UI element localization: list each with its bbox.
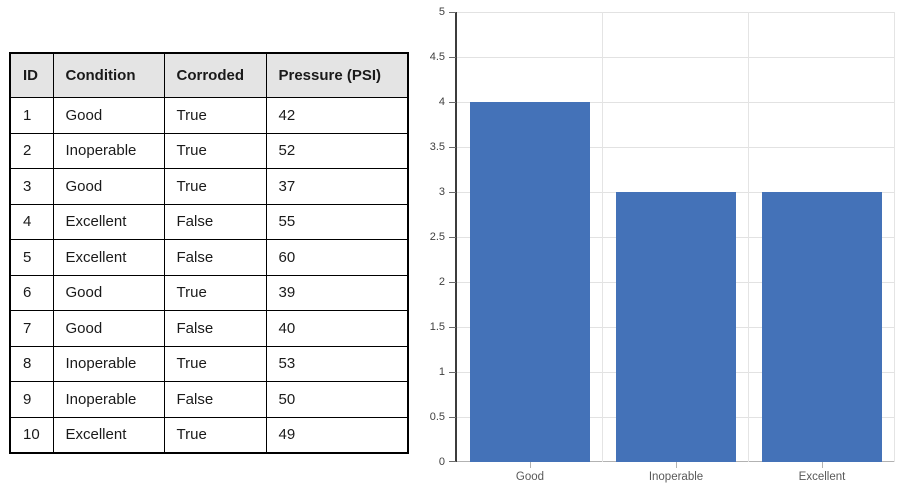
- cell-pressure: 49: [265, 416, 409, 454]
- cell-pressure: 50: [265, 381, 409, 418]
- x-axis-tick: [822, 462, 823, 468]
- y-gridline: [457, 102, 895, 103]
- cell-corroded: True: [163, 416, 267, 454]
- y-axis-tick: [449, 147, 456, 148]
- x-tick-label: Inoperable: [648, 471, 704, 483]
- y-axis-tick: [449, 237, 456, 238]
- cell-pressure: 37: [265, 168, 409, 205]
- table-row: 8 Inoperable True 53: [9, 345, 409, 382]
- y-axis-tick: [449, 282, 456, 283]
- y-tick-label: 3: [438, 186, 445, 198]
- y-axis-tick: [449, 102, 456, 103]
- cell-condition: Inoperable: [52, 132, 165, 169]
- cell-pressure: 40: [265, 310, 409, 347]
- cell-corroded: False: [163, 239, 267, 276]
- cell-pressure: 42: [265, 97, 409, 134]
- table-row: 4 Excellent False 55: [9, 203, 409, 240]
- category-gridline: [748, 12, 749, 462]
- y-tick-label: 4.5: [429, 51, 445, 63]
- table-row: 1 Good True 42: [9, 97, 409, 134]
- x-tick-label: Excellent: [798, 471, 846, 483]
- y-tick-label: 0.5: [429, 411, 445, 423]
- cell-id: 2: [9, 132, 54, 169]
- y-axis-tick: [449, 461, 456, 462]
- cell-id: 7: [9, 310, 54, 347]
- cell-id: 6: [9, 274, 54, 311]
- table-header-row: ID Condition Corroded Pressure (PSI): [9, 52, 409, 98]
- y-axis-tick: [449, 57, 456, 58]
- cell-corroded: True: [163, 132, 267, 169]
- inspection-table: ID Condition Corroded Pressure (PSI) 1 G…: [9, 52, 409, 454]
- table-row: 6 Good True 39: [9, 274, 409, 311]
- header-condition: Condition: [52, 52, 165, 98]
- x-tick-label: Good: [515, 471, 545, 483]
- cell-condition: Good: [52, 310, 165, 347]
- table-row: 10 Excellent True 49: [9, 416, 409, 454]
- x-axis-tick: [530, 462, 531, 468]
- y-gridline: [457, 12, 895, 13]
- cell-condition: Inoperable: [52, 345, 165, 382]
- cell-corroded: True: [163, 97, 267, 134]
- cell-condition: Inoperable: [52, 381, 165, 418]
- y-tick-label: 4: [438, 96, 445, 108]
- bar-excellent: [762, 192, 882, 462]
- cell-corroded: True: [163, 345, 267, 382]
- y-axis-tick: [449, 372, 456, 373]
- cell-id: 10: [9, 416, 54, 454]
- cell-corroded: False: [163, 203, 267, 240]
- cell-condition: Good: [52, 168, 165, 205]
- y-tick-label: 1: [438, 366, 445, 378]
- bar-chart-plot-area: 0 0.5 1 1.5 2 2.5 3 3.5 4 4.5 5 Good Inoperable Excel…: [430, 6, 895, 483]
- cell-id: 8: [9, 345, 54, 382]
- cell-condition: Good: [52, 97, 165, 134]
- y-axis-tick: [449, 327, 456, 328]
- y-tick-label: 1.5: [429, 321, 445, 333]
- x-axis-tick: [676, 462, 677, 468]
- header-id: ID: [9, 52, 54, 98]
- bar-inoperable: [616, 192, 736, 462]
- cell-pressure: 52: [265, 132, 409, 169]
- cell-corroded: False: [163, 381, 267, 418]
- bar-good: [470, 102, 590, 462]
- cell-id: 4: [9, 203, 54, 240]
- y-tick-label: 3.5: [429, 141, 445, 153]
- cell-corroded: True: [163, 274, 267, 311]
- category-gridline: [602, 12, 603, 462]
- header-corroded: Corroded: [163, 52, 267, 98]
- cell-corroded: False: [163, 310, 267, 347]
- table-row: 7 Good False 40: [9, 310, 409, 347]
- cell-id: 1: [9, 97, 54, 134]
- cell-condition: Excellent: [52, 239, 165, 276]
- cell-id: 5: [9, 239, 54, 276]
- category-gridline: [894, 12, 895, 462]
- table-row: 2 Inoperable True 52: [9, 132, 409, 169]
- y-axis-tick: [449, 12, 456, 13]
- cell-id: 9: [9, 381, 54, 418]
- y-gridline: [457, 147, 895, 148]
- header-pressure: Pressure (PSI): [265, 52, 409, 98]
- table-row: 3 Good True 37: [9, 168, 409, 205]
- y-axis-tick: [449, 192, 456, 193]
- cell-pressure: 53: [265, 345, 409, 382]
- y-gridline: [457, 57, 895, 58]
- table-row: 5 Excellent False 60: [9, 239, 409, 276]
- table-row: 9 Inoperable False 50: [9, 381, 409, 418]
- cell-condition: Excellent: [52, 416, 165, 454]
- cell-pressure: 60: [265, 239, 409, 276]
- y-axis-tick: [449, 417, 456, 418]
- cell-pressure: 55: [265, 203, 409, 240]
- cell-id: 3: [9, 168, 54, 205]
- y-tick-label: 0: [438, 456, 445, 468]
- cell-condition: Good: [52, 274, 165, 311]
- cell-pressure: 39: [265, 274, 409, 311]
- cell-corroded: True: [163, 168, 267, 205]
- y-tick-label: 5: [438, 6, 445, 18]
- cell-condition: Excellent: [52, 203, 165, 240]
- y-tick-label: 2: [438, 276, 445, 288]
- y-tick-label: 2.5: [429, 231, 445, 243]
